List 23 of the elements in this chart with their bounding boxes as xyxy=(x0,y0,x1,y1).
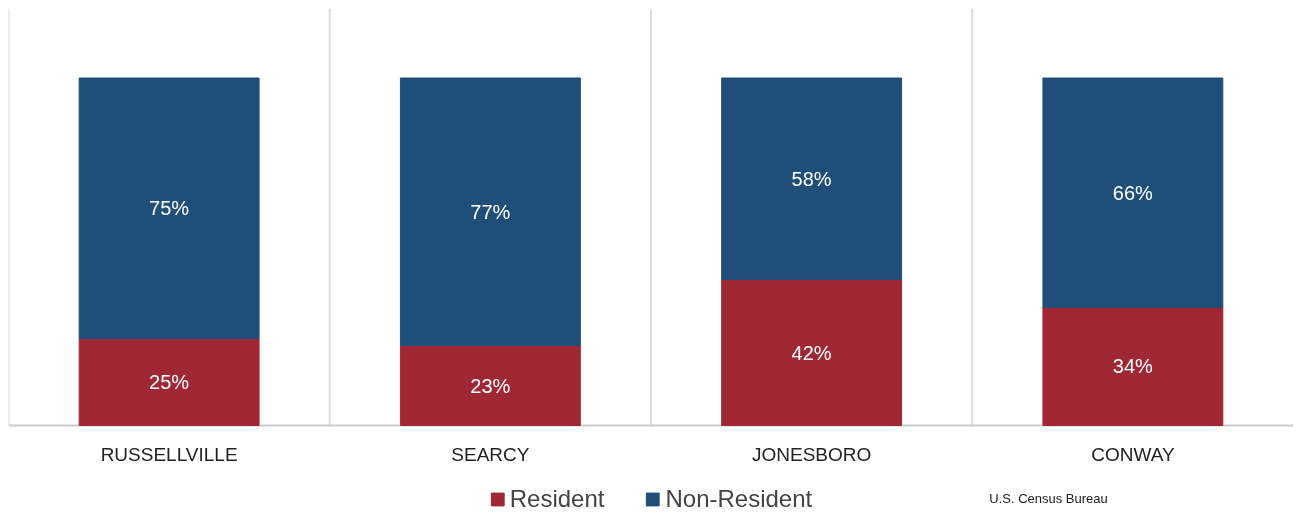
bar xyxy=(399,345,581,426)
data-label: 42% xyxy=(791,341,832,364)
data-label: 34% xyxy=(1112,355,1154,378)
bar xyxy=(721,279,903,426)
bar xyxy=(1042,306,1224,426)
data-label: 75% xyxy=(149,197,190,220)
legend-label: Non-Resident xyxy=(665,485,813,513)
data-label: 23% xyxy=(470,374,511,397)
bar xyxy=(1042,77,1224,308)
data-label: 66% xyxy=(1112,181,1154,204)
text: U.S. Census Bureau xyxy=(989,490,1108,506)
bar xyxy=(78,338,260,426)
bar xyxy=(721,77,903,281)
x-tick-label: SEARCY xyxy=(451,443,530,465)
legend-label: Resident xyxy=(509,485,605,513)
x-tick-label: JONESBORO xyxy=(751,443,872,465)
data-label: 77% xyxy=(470,200,511,223)
x-tick-label: RUSSELLVILLE xyxy=(100,443,238,465)
x-tick-label: CONWAY xyxy=(1091,443,1175,465)
data-label: 25% xyxy=(149,371,190,394)
data-label: 58% xyxy=(791,167,832,190)
bar xyxy=(399,77,581,347)
bar xyxy=(78,77,260,340)
